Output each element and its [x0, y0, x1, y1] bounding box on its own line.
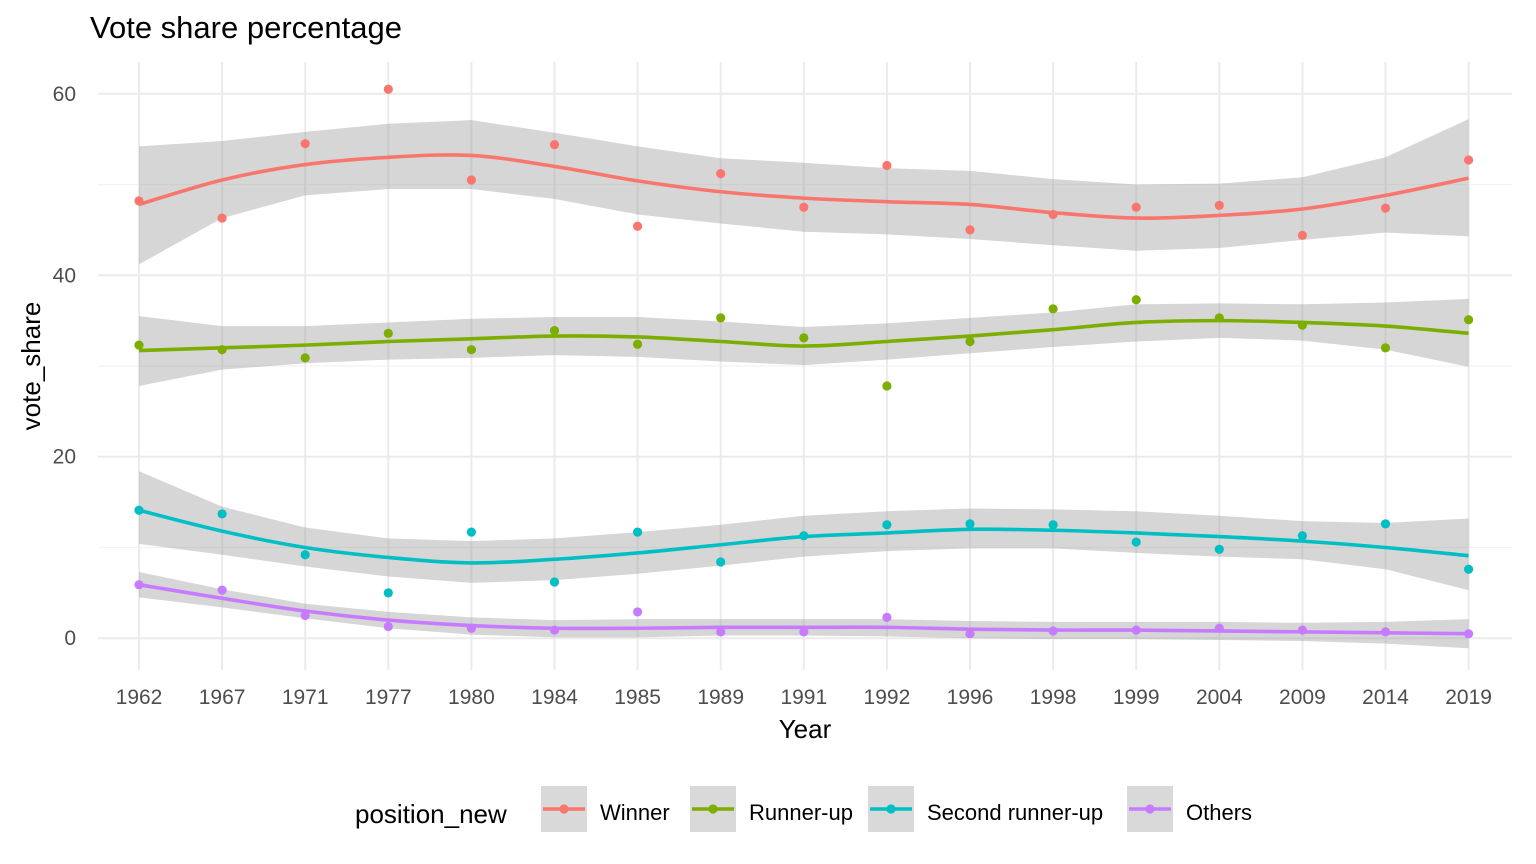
point-winner — [300, 139, 310, 149]
point-runner-up — [716, 313, 726, 323]
legend-label-runner-up: Runner-up — [749, 800, 853, 825]
point-winner — [1464, 155, 1474, 165]
x-tick-label: 1971 — [282, 686, 329, 709]
y-axis-title: vote_share — [16, 302, 46, 431]
point-winner — [549, 139, 560, 150]
point-winner — [217, 213, 227, 223]
point-winner — [716, 169, 726, 179]
line-second-runner-up — [138, 508, 1469, 565]
point-runner-up — [300, 353, 310, 363]
legend: position_new Winner Runner-up Second runne… — [355, 786, 1252, 832]
x-axis-title: Year — [779, 714, 832, 744]
x-tick-label: 1967 — [199, 686, 246, 709]
point-runner-up — [1464, 315, 1474, 325]
point-others — [716, 627, 726, 637]
point-others — [965, 629, 975, 639]
x-tick-label: 1992 — [864, 686, 911, 709]
data-points — [134, 84, 1474, 639]
x-tick-label: 1985 — [614, 686, 661, 709]
point-second-runner-up — [1048, 520, 1058, 530]
point-second-runner-up — [300, 550, 310, 560]
point-winner — [1214, 200, 1224, 210]
x-tick-label: 1991 — [780, 686, 827, 709]
point-others — [217, 585, 227, 595]
point-second-runner-up — [882, 520, 892, 530]
line-runner-up — [138, 318, 1469, 353]
legend-label-others: Others — [1186, 800, 1252, 825]
line-others — [138, 582, 1469, 636]
point-others — [383, 621, 393, 632]
point-second-runner-up — [965, 519, 975, 529]
x-tick-label: 1999 — [1113, 686, 1160, 709]
point-runner-up — [466, 345, 476, 355]
x-tick-labels: 1962 1967 1971 1977 1980 1984 1985 1989 1991 1992… — [116, 686, 1492, 709]
point-second-runner-up — [1214, 544, 1224, 554]
y-tick-labels: 0 20 40 60 — [53, 83, 76, 650]
x-tick-label: 1998 — [1030, 686, 1077, 709]
point-others — [799, 627, 809, 637]
point-runner-up — [383, 328, 393, 338]
legend-key-point-second-runner-up — [886, 804, 896, 814]
y-tick-label: 40 — [53, 264, 76, 287]
point-second-runner-up — [383, 588, 393, 598]
point-others — [882, 612, 892, 622]
point-others — [300, 610, 310, 621]
point-second-runner-up — [217, 509, 227, 519]
legend-label-winner: Winner — [600, 800, 670, 825]
point-winner — [882, 160, 892, 171]
point-second-runner-up — [1464, 564, 1474, 574]
point-winner — [1380, 203, 1391, 213]
point-second-runner-up — [1297, 531, 1307, 541]
point-runner-up — [882, 381, 892, 391]
point-runner-up — [1131, 295, 1141, 305]
point-second-runner-up — [1131, 537, 1141, 547]
chart-title: Vote share percentage — [90, 10, 402, 45]
legend-key-point-others — [1145, 804, 1155, 814]
point-winner — [1297, 230, 1307, 240]
x-tick-label: 1977 — [365, 686, 412, 709]
smooth-lines — [138, 153, 1469, 636]
point-second-runner-up — [716, 557, 726, 567]
x-tick-label: 1984 — [531, 686, 578, 709]
point-second-runner-up — [1380, 519, 1391, 529]
line-winner — [138, 153, 1469, 220]
point-runner-up — [1380, 343, 1391, 353]
point-winner — [383, 84, 393, 94]
point-winner — [466, 175, 476, 185]
y-tick-label: 60 — [53, 83, 76, 106]
x-tick-label: 1962 — [116, 686, 163, 709]
point-runner-up — [965, 336, 975, 347]
point-runner-up — [633, 339, 643, 349]
point-runner-up — [549, 326, 560, 336]
legend-key-point-winner — [559, 804, 569, 814]
point-others — [1464, 629, 1474, 639]
point-winner — [1131, 202, 1141, 212]
x-tick-label: 2009 — [1279, 686, 1326, 709]
x-tick-label: 2014 — [1362, 686, 1409, 709]
point-winner — [799, 202, 809, 212]
x-tick-label: 2019 — [1445, 686, 1492, 709]
legend-title: position_new — [355, 799, 507, 829]
point-second-runner-up — [466, 527, 476, 537]
legend-label-second-runner-up: Second runner-up — [927, 800, 1103, 825]
point-runner-up — [799, 333, 809, 343]
point-runner-up — [1048, 304, 1058, 314]
ribbon-second-runner-up — [139, 471, 1469, 591]
point-others — [633, 607, 643, 617]
point-second-runner-up — [633, 527, 643, 537]
point-winner — [965, 225, 975, 235]
grid-minor — [98, 183, 1512, 549]
x-tick-label: 1980 — [448, 686, 495, 709]
y-tick-label: 20 — [53, 446, 76, 469]
x-tick-label: 2004 — [1196, 686, 1243, 709]
point-runner-up — [134, 340, 144, 350]
x-tick-label: 1989 — [697, 686, 744, 709]
point-second-runner-up — [549, 577, 560, 587]
point-winner — [633, 221, 643, 231]
x-tick-label: 1996 — [947, 686, 994, 709]
legend-key-point-runner-up — [708, 804, 718, 814]
y-tick-label: 0 — [64, 627, 76, 650]
grid-major — [98, 62, 1512, 670]
